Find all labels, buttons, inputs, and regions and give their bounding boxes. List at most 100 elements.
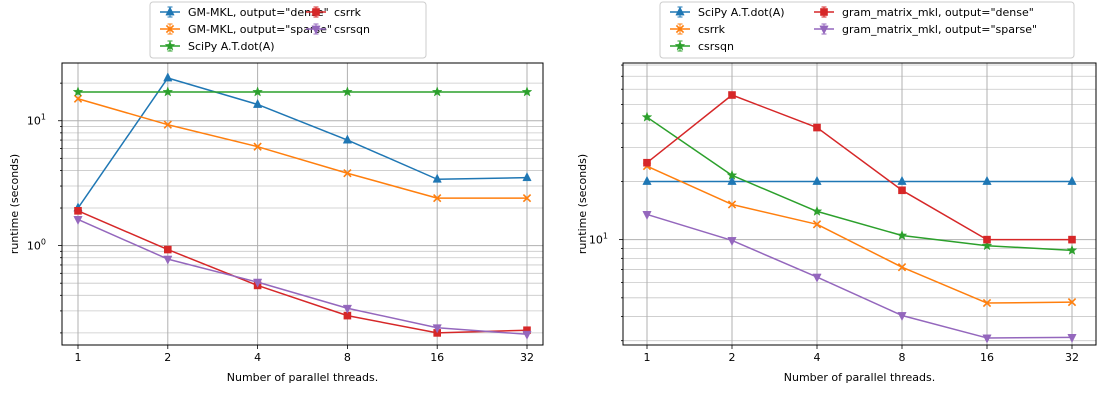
legend-entry: csrrk — [670, 23, 726, 36]
legend-marker — [164, 40, 176, 51]
x-tick-label: 32 — [520, 351, 534, 364]
series-line — [646, 213, 1073, 339]
data-point — [811, 205, 823, 216]
y-tick-label: 101 — [589, 232, 608, 247]
data-point — [342, 86, 353, 97]
legend-label: GM-MKL, output="dense" — [188, 6, 329, 19]
legend-marker — [820, 8, 828, 16]
legend-frame — [659, 1, 1075, 59]
data-point — [1067, 334, 1077, 343]
data-point — [342, 304, 353, 314]
data-point — [813, 123, 821, 132]
legend: GM-MKL, output="dense" GM-MKL, output="sp… — [149, 1, 427, 59]
series-4 — [643, 91, 1076, 244]
data-point — [164, 245, 172, 254]
data-point — [162, 86, 174, 97]
x-tick-label: 1 — [644, 351, 651, 364]
data-point — [897, 312, 907, 322]
data-point — [432, 173, 442, 183]
series-line — [646, 94, 1072, 241]
data-point — [812, 220, 822, 229]
data-point — [727, 237, 737, 247]
y-tick-label: 100 — [27, 238, 46, 253]
data-point — [253, 142, 262, 151]
data-point — [896, 229, 908, 241]
legend-entry: csrrk — [306, 6, 362, 19]
series-5 — [642, 211, 1077, 344]
y-tick-base: 10 — [27, 115, 41, 128]
data-point — [252, 278, 263, 288]
data-point — [812, 175, 822, 185]
data-point — [812, 273, 822, 283]
y-tick-exponent: 0 — [41, 238, 46, 247]
legend: SciPy A.T.dot(A) csrrk csrsqn gram_matrix_m… — [659, 1, 1075, 59]
series-line — [77, 98, 527, 199]
data-point — [163, 255, 173, 265]
data-point — [522, 330, 532, 340]
data-point — [1067, 175, 1077, 185]
legend-label: GM-MKL, output="sparse" — [188, 23, 332, 36]
data-point — [642, 175, 652, 185]
data-point — [1067, 297, 1077, 307]
x-tick-label: 4 — [814, 351, 821, 364]
series-1 — [73, 72, 532, 212]
legend-entry: SciPy A.T.dot(A) — [160, 40, 275, 53]
data-point — [897, 263, 907, 272]
series-2 — [642, 161, 1077, 308]
x-axis-label: Number of parallel threads. — [227, 371, 379, 384]
data-point — [73, 216, 83, 225]
data-point — [982, 334, 992, 344]
legend-entry: GM-MKL, output="sparse" — [160, 23, 332, 36]
x-tick-label: 4 — [254, 351, 261, 364]
x-tick-label: 8 — [899, 351, 906, 364]
plot-frame — [61, 62, 544, 346]
legend-frame — [149, 1, 427, 59]
series-3 — [72, 86, 533, 97]
data-point — [432, 324, 442, 334]
series-5 — [73, 216, 532, 340]
data-point — [252, 86, 263, 97]
legend-label: SciPy A.T.dot(A) — [188, 40, 275, 53]
legend-entry: csrsqn — [670, 40, 734, 53]
data-point — [981, 240, 993, 251]
data-point — [522, 193, 532, 203]
legend-label: csrsqn — [334, 23, 370, 36]
data-point — [727, 175, 737, 185]
series-line — [77, 210, 528, 334]
data-point — [641, 111, 653, 122]
y-tick-exponent: 1 — [41, 113, 46, 122]
data-point — [897, 175, 907, 185]
x-tick-label: 16 — [980, 351, 994, 364]
legend-marker — [674, 40, 686, 51]
data-point — [983, 235, 991, 244]
data-point — [1066, 244, 1078, 255]
series-3 — [641, 111, 1078, 255]
data-point — [74, 207, 82, 215]
y-axis-label: runtime (seconds) — [8, 154, 21, 254]
x-axis-label: Number of parallel threads. — [784, 371, 936, 384]
legend-entry: gram_matrix_mkl, output="dense" — [814, 6, 1034, 19]
data-point — [163, 72, 173, 82]
data-point — [343, 169, 352, 178]
x-tick-label: 8 — [344, 351, 351, 364]
data-point — [523, 326, 531, 335]
x-tick-label: 2 — [164, 351, 171, 364]
legend-label: SciPy A.T.dot(A) — [698, 6, 785, 19]
data-point — [727, 200, 737, 209]
grid — [619, 63, 1096, 349]
series-line — [77, 77, 528, 209]
data-point — [728, 91, 736, 99]
plot-frame — [622, 62, 1097, 346]
x-tick-label: 16 — [430, 351, 444, 364]
legend-marker — [311, 25, 321, 35]
y-tick-base: 10 — [589, 234, 603, 247]
legend-marker — [819, 25, 829, 35]
data-point — [343, 311, 352, 320]
series-4 — [74, 207, 531, 337]
series-2 — [73, 94, 532, 203]
legend-label: csrrk — [698, 23, 726, 36]
data-point — [342, 134, 353, 144]
data-point — [726, 169, 738, 180]
